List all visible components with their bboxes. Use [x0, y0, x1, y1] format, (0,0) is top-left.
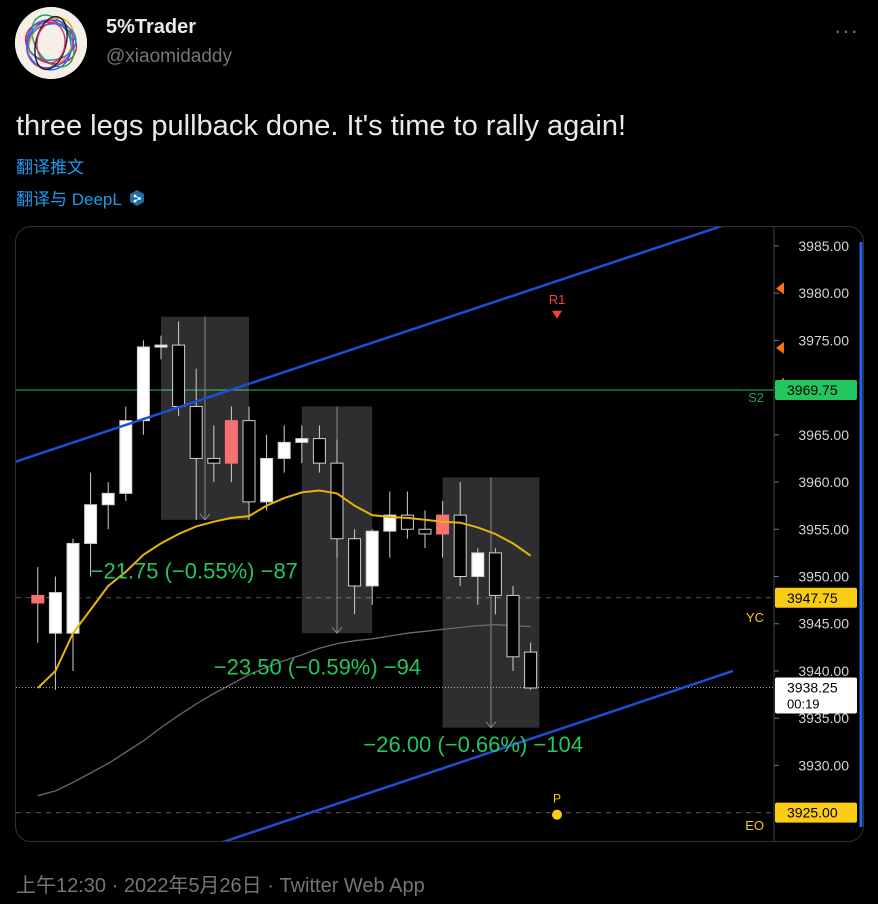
y-tick-label: 3955.00 [798, 521, 849, 537]
alert-marker [776, 282, 784, 295]
candle-body [348, 538, 362, 587]
alert-marker [776, 341, 784, 354]
price-tag-label: 3969.75 [787, 382, 838, 398]
candle-body [436, 514, 450, 535]
y-tick-label: 3945.00 [798, 616, 849, 632]
candle-body [172, 344, 186, 407]
candle-body [101, 492, 115, 506]
price-tag [775, 587, 857, 608]
deepl-link-label: 翻译与 DeepL [16, 190, 122, 209]
translate-tweet-link[interactable]: 翻译推文 [16, 158, 84, 177]
candle-body [31, 594, 45, 604]
pullback-label: −26.00 (−0.66%) −104 [363, 732, 583, 757]
candle-body [66, 542, 80, 634]
level-label-s2: S2 [748, 390, 764, 405]
candle-body [471, 552, 485, 578]
tweet-text: three legs pullback done. It's time to r… [16, 110, 627, 142]
candle-body [277, 441, 291, 459]
level-label-yc: YC [746, 610, 764, 625]
y-tick-label: 3940.00 [798, 663, 849, 679]
pivot-label-p: P [553, 792, 561, 806]
y-tick-label: 3975.00 [798, 332, 849, 348]
y-tick-label: 3985.00 [798, 238, 849, 254]
pivot-marker-p [552, 809, 562, 820]
y-tick-label: 3980.00 [798, 285, 849, 301]
pullback-arrow [485, 721, 497, 729]
y-tick-label: 3935.00 [798, 710, 849, 726]
pullback-label: −23.50 (−0.59%) −94 [214, 655, 421, 680]
price-tag [775, 802, 857, 823]
candle-body [383, 514, 397, 532]
candle-body [136, 346, 150, 422]
chart-image[interactable]: −21.75 (−0.55%) −87 −23.50 (−0.59%) −94 −2… [15, 226, 864, 842]
price-tag-label: 3947.75 [787, 590, 838, 606]
price-tag-label: 3925.00 [787, 805, 838, 821]
level-label-eo: EO [745, 818, 764, 833]
candle-body [84, 504, 98, 544]
deepl-icon [129, 189, 144, 206]
candle-body [524, 651, 538, 689]
candle-body [48, 592, 62, 634]
candle-body [260, 457, 274, 503]
display-name[interactable]: 5%Trader [106, 16, 197, 38]
candle-body [224, 420, 238, 464]
tweet-timestamp[interactable]: 上午12:30 · 2022年5月26日 · Twitter Web App [16, 875, 425, 897]
candle-body [488, 552, 502, 596]
candle-body [506, 594, 520, 658]
y-tick-label: 3930.00 [798, 757, 849, 773]
pullback-arrow [199, 513, 211, 521]
y-tick-label: 3965.00 [798, 427, 849, 443]
translate-deepl-link[interactable]: 翻译与 DeepL [16, 185, 146, 210]
pivot-label-r1: R1 [549, 292, 566, 307]
candle-body [418, 528, 432, 535]
price-tag [775, 379, 857, 400]
candle-body [453, 514, 467, 578]
price-tag-label: 3938.25 [787, 680, 838, 696]
channel-line-upper [16, 227, 723, 463]
candle-body [295, 438, 309, 443]
user-handle[interactable]: @xiaomidaddy [106, 46, 232, 67]
price-tag [775, 677, 857, 714]
candle-body [365, 530, 379, 587]
ema-fast-line [37, 489, 532, 689]
avatar[interactable] [15, 7, 87, 79]
pivot-marker-r1 [552, 310, 562, 319]
candle-body [312, 438, 326, 464]
candle-body [154, 344, 168, 348]
y-tick-label: 3960.00 [798, 474, 849, 490]
pullback-label: −21.75 (−0.55%) −87 [91, 558, 298, 583]
candle-body [119, 420, 133, 494]
avatar-scribble-image [15, 7, 87, 79]
candle-body [207, 457, 221, 464]
y-tick-label: 3950.00 [798, 569, 849, 585]
channel-line-lower [222, 669, 734, 841]
price-tag-timer: 00:19 [787, 697, 820, 712]
more-icon[interactable]: ··· [834, 18, 859, 43]
candle-body [242, 420, 256, 503]
candle-body [330, 462, 344, 540]
price-chart: −21.75 (−0.55%) −87 −23.50 (−0.59%) −94 −2… [16, 227, 863, 841]
price-axis [774, 227, 863, 841]
sma-slow-line [37, 624, 531, 797]
pullback-arrow [331, 626, 343, 634]
candle-body [189, 405, 203, 459]
